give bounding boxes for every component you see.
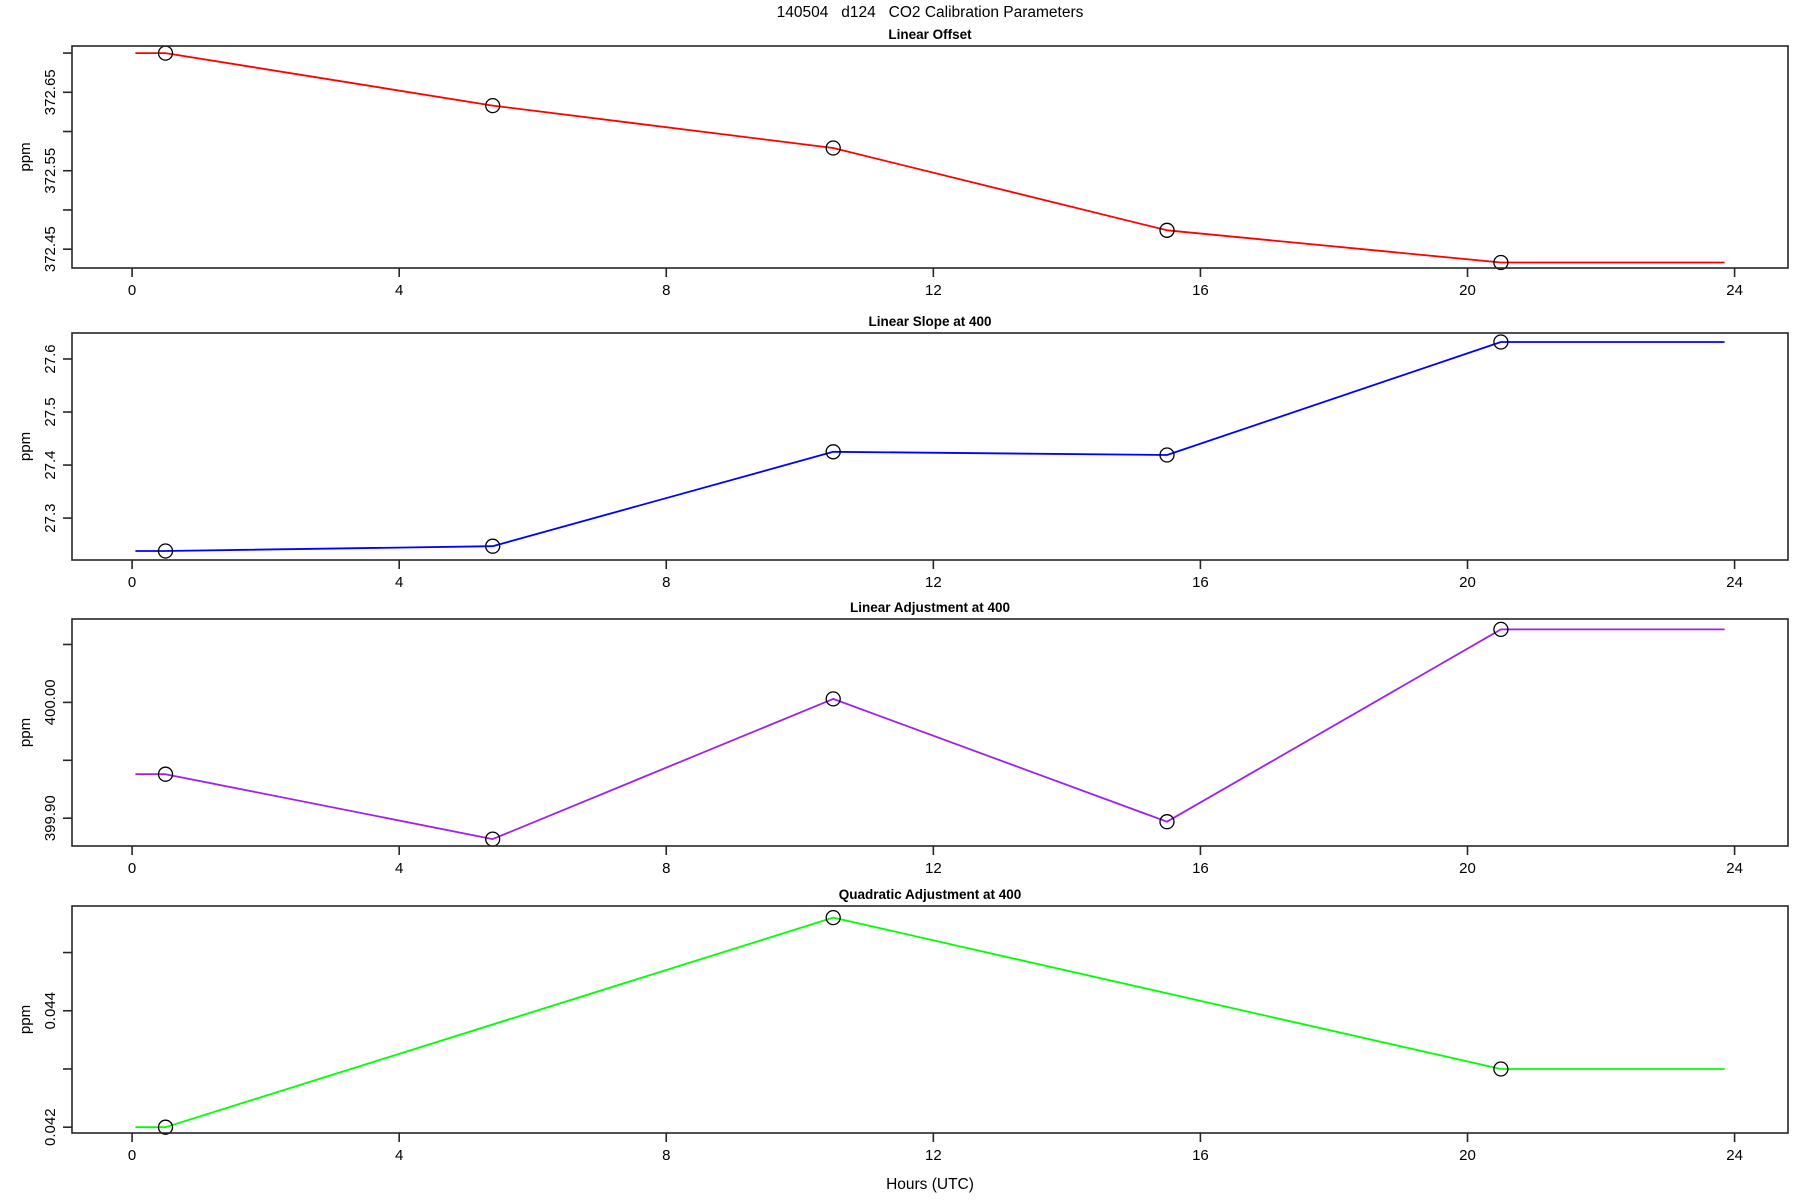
x-tick-label: 20 [1459, 860, 1476, 877]
x-tick-label: 20 [1459, 574, 1476, 591]
series-line [135, 628, 1725, 840]
y-axis-label: ppm [17, 432, 34, 461]
data-point-marker [1493, 334, 1509, 350]
x-tick-label: 12 [925, 1147, 942, 1164]
x-tick-label: 20 [1459, 1147, 1476, 1164]
panel-quadratic-adjustment-at-400: Quadratic Adjustment at 400 0 4 8 12 16 20 24 0.… [17, 887, 1789, 1164]
y-tick-label: 0.044 [42, 992, 59, 1030]
x-tick-label: 4 [395, 282, 403, 299]
series-line [135, 341, 1725, 552]
y-tick-label: 399.90 [42, 795, 59, 841]
series-line [135, 916, 1725, 1129]
x-tick-label: 20 [1459, 282, 1476, 299]
data-point-marker [157, 543, 174, 559]
panel-title: Linear Adjustment at 400 [850, 600, 1010, 615]
x-tick-label: 24 [1726, 282, 1743, 299]
plot-border [71, 618, 1789, 847]
x-tick-label: 0 [128, 282, 136, 299]
data-point-marker [825, 909, 841, 926]
x-tick-label: 8 [662, 1147, 670, 1164]
x-tick-label: 24 [1726, 1147, 1743, 1164]
data-point-marker [485, 538, 501, 554]
data-point-marker [1493, 254, 1509, 271]
x-tick-label: 16 [1192, 860, 1209, 877]
x-tick-label: 8 [662, 574, 670, 591]
panel-title: Quadratic Adjustment at 400 [839, 887, 1022, 902]
y-axis-label: ppm [17, 142, 34, 171]
plot-border [71, 905, 1789, 1134]
x-tick-label: 16 [1192, 282, 1209, 299]
y-tick-label: 400.00 [42, 679, 59, 725]
data-point-marker [1159, 222, 1175, 238]
x-tick-label: 16 [1192, 1147, 1209, 1164]
panel-title: Linear Slope at 400 [868, 314, 991, 329]
data-point-marker [157, 1119, 174, 1135]
panel-title: Linear Offset [888, 27, 972, 42]
x-tick-label: 0 [128, 574, 136, 591]
y-axis-label: ppm [17, 718, 34, 747]
x-tick-label: 4 [395, 860, 403, 877]
data-point-marker [1493, 621, 1509, 638]
plot-border [71, 45, 1789, 269]
y-axis-label: ppm [17, 1005, 34, 1034]
data-point-marker [825, 444, 841, 460]
data-point-marker [157, 766, 174, 782]
y-tick-label: 372.55 [42, 148, 59, 194]
x-tick-label: 4 [395, 1147, 403, 1164]
x-tick-label: 0 [128, 860, 136, 877]
y-tick-label: 0.042 [42, 1108, 59, 1146]
x-tick-label: 0 [128, 1147, 136, 1164]
x-axis-title: Hours (UTC) [886, 1176, 974, 1193]
y-tick-label: 27.5 [42, 397, 59, 426]
panel-linear-offset: Linear Offset 0 4 8 12 16 20 24 372.45 372.55 372.… [17, 27, 1789, 299]
x-tick-label: 24 [1726, 574, 1743, 591]
y-tick-label: 372.65 [42, 69, 59, 115]
x-tick-label: 12 [925, 282, 942, 299]
x-tick-label: 24 [1726, 860, 1743, 877]
data-point-marker [825, 140, 841, 156]
x-tick-label: 16 [1192, 574, 1209, 591]
x-tick-label: 12 [925, 574, 942, 591]
x-tick-label: 8 [662, 860, 670, 877]
panel-linear-adjustment-at-400: Linear Adjustment at 400 0 4 8 12 16 20 24 399.9… [17, 600, 1789, 877]
y-tick-label: 27.3 [42, 503, 59, 532]
panel-linear-slope-at-400: Linear Slope at 400 0 4 8 12 16 20 24 27.3 27.4 27… [17, 314, 1789, 591]
series-line [135, 52, 1725, 264]
plot-border [71, 332, 1789, 561]
y-tick-label: 27.4 [42, 450, 59, 479]
main-title: 140504 d124 CO2 Calibration Parameters [776, 4, 1084, 21]
x-tick-label: 4 [395, 574, 403, 591]
x-tick-label: 12 [925, 860, 942, 877]
x-tick-label: 8 [662, 282, 670, 299]
y-tick-label: 27.6 [42, 344, 59, 373]
data-point-marker [1159, 447, 1175, 463]
data-point-marker [825, 691, 841, 707]
data-point-marker [1159, 814, 1175, 830]
data-point-marker [485, 97, 501, 114]
y-tick-label: 372.45 [42, 226, 59, 272]
data-point-marker [1493, 1061, 1509, 1077]
